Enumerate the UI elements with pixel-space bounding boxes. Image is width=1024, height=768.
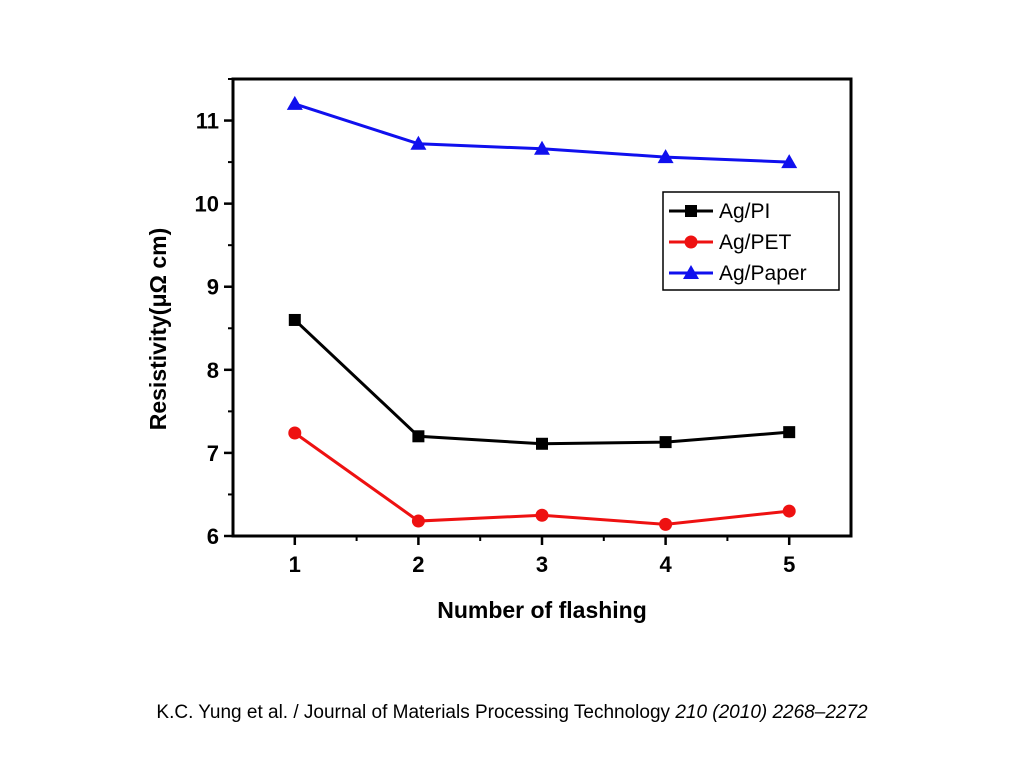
x-tick-label: 4 [659, 552, 672, 577]
resistivity-chart: 1 2 3 4 5 6 7 8 9 10 11 Ag/PI Ag/PET Ag/Paper Number… [145, 77, 853, 623]
series-ag-pet [288, 426, 796, 531]
y-tick-label: 10 [195, 192, 219, 217]
chart-legend: Ag/PI Ag/PET Ag/Paper [662, 191, 840, 291]
x-axis-title: Number of flashing [437, 597, 647, 623]
x-tick-label: 2 [412, 552, 424, 577]
data-point [781, 154, 798, 169]
data-point [534, 140, 550, 155]
data-point [288, 313, 301, 326]
data-point [783, 426, 796, 439]
series-line [293, 318, 790, 446]
data-point [286, 95, 303, 110]
data-point [657, 149, 674, 164]
data-point [410, 135, 427, 150]
x-tick-label: 3 [536, 552, 548, 577]
x-tick-label: 5 [783, 552, 795, 577]
y-tick-label: 7 [207, 441, 219, 466]
chart-series [286, 95, 798, 531]
series-ag-pi [288, 313, 796, 450]
data-point [536, 437, 548, 450]
y-axis-title: Resistivity(μΩ cm) [145, 228, 171, 431]
y-tick-label: 11 [196, 109, 219, 134]
citation-authors: K.C. Yung et al. / Journal of Materials … [156, 702, 676, 723]
legend-marker [685, 205, 697, 217]
legend-marker [683, 265, 699, 279]
data-point [412, 430, 425, 443]
data-point [535, 508, 549, 522]
legend-label: Ag/PI [719, 200, 770, 223]
data-point [782, 504, 796, 518]
data-point [659, 517, 673, 531]
legend-label: Ag/PET [719, 231, 792, 254]
legend-marker [684, 235, 698, 249]
y-tick-label: 6 [207, 524, 219, 549]
y-tick-label: 9 [207, 275, 219, 300]
data-point [411, 514, 425, 528]
chart-axes: 1 2 3 4 5 6 7 8 9 10 11 [195, 77, 853, 577]
legend-label: Ag/Paper [719, 262, 807, 285]
data-point [288, 426, 302, 440]
citation-volume: 210 (2010) 2268–2272 [675, 702, 868, 723]
x-tick-label: 1 [289, 552, 301, 577]
y-tick-label: 8 [207, 358, 219, 383]
data-point [659, 436, 672, 449]
citation: K.C. Yung et al. / Journal of Materials … [0, 702, 1024, 724]
series-ag-paper [286, 95, 798, 169]
